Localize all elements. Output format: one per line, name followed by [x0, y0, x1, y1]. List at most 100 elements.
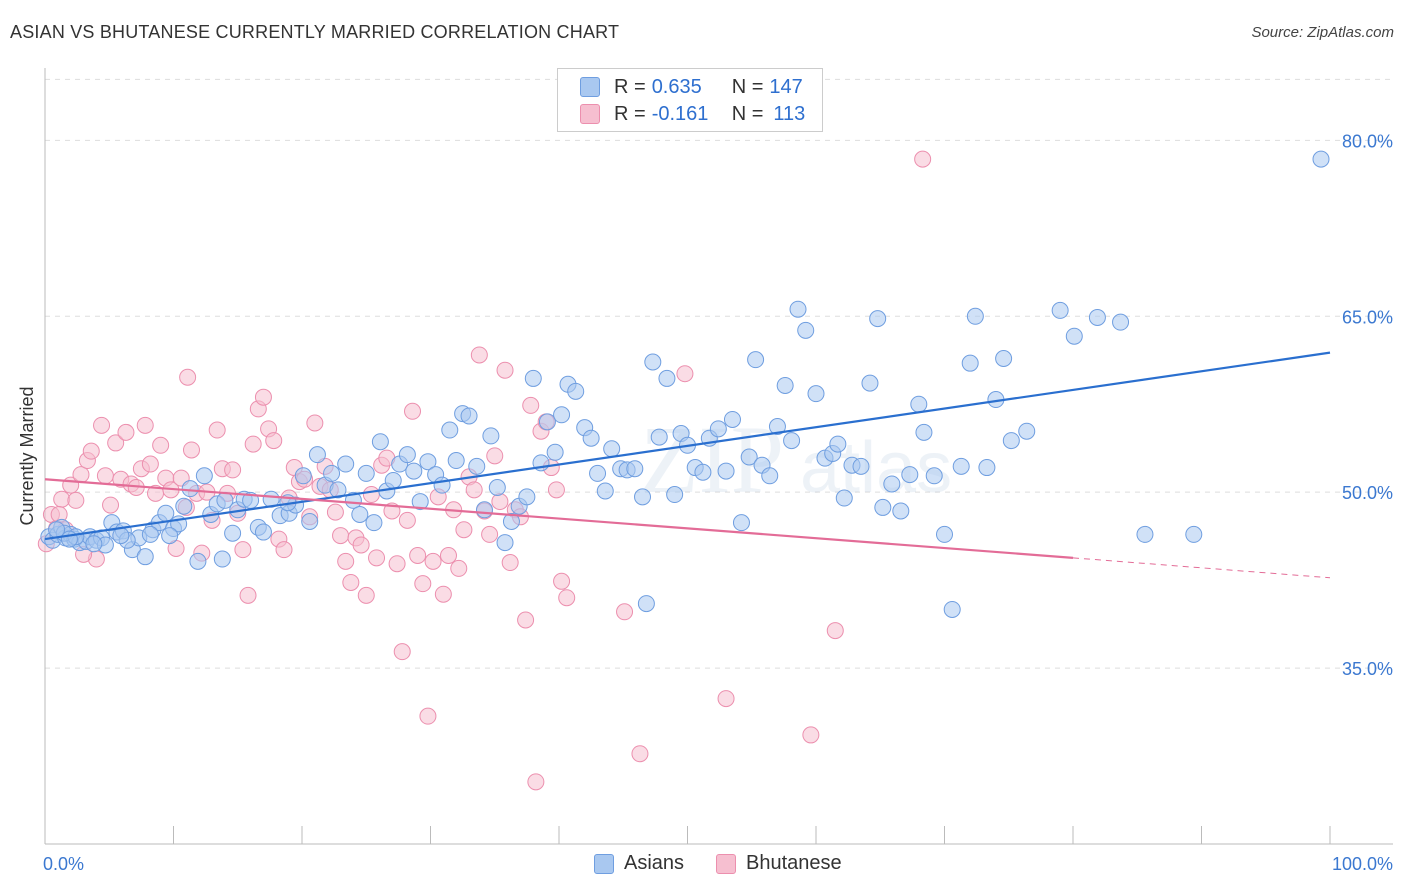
bhutanese-point	[342, 573, 360, 591]
bhutanese-point	[455, 521, 473, 539]
asian-point	[405, 462, 423, 480]
asian-point	[1312, 150, 1330, 168]
asian-point	[789, 300, 807, 318]
asian-point	[496, 534, 514, 552]
bhutanese-point	[398, 511, 416, 529]
bhutanese-point	[501, 554, 519, 572]
bhutanese-point	[152, 436, 170, 454]
bhutanese-point	[96, 467, 114, 485]
bhutanese-point	[558, 589, 576, 607]
bhutanese-n-value: 113	[773, 102, 806, 125]
asian-point	[892, 502, 910, 520]
asian-point	[637, 595, 655, 613]
asian-point	[978, 459, 996, 477]
asian-point	[538, 413, 556, 431]
asian-point	[85, 535, 103, 553]
asian-point	[874, 498, 892, 516]
stats-legend: R = 0.635 N = 147 R = -0.161 N = 113	[557, 68, 823, 132]
bhutanese-point	[179, 368, 197, 386]
bhutanese-point	[409, 547, 427, 565]
bhutanese-trendline	[1072, 557, 1331, 579]
asian-point	[524, 369, 542, 387]
bhutanese-point	[337, 552, 355, 570]
bhutanese-point	[357, 586, 375, 604]
bhutanese-point	[53, 490, 71, 508]
asian-point	[1065, 327, 1083, 345]
bhutanese-point	[414, 575, 432, 593]
bhutanese-points	[37, 150, 932, 791]
asian-point	[60, 530, 78, 548]
bhutanese-point	[254, 388, 272, 406]
watermark: ZIP atlas	[640, 406, 952, 513]
x-tick-label: 100.0%	[1332, 854, 1393, 874]
bhutanese-point	[517, 611, 535, 629]
y-tick-label: 50.0%	[1342, 483, 1393, 503]
bhutanese-point	[72, 466, 90, 484]
bhutanese-point	[522, 396, 540, 414]
asian-point	[717, 462, 735, 480]
asian-point	[398, 446, 416, 464]
asian-point	[294, 467, 312, 485]
bhutanese-point	[419, 707, 437, 725]
asian-point	[694, 463, 712, 481]
asian-point	[411, 493, 429, 511]
asian-point	[195, 467, 213, 485]
bhutanese-point	[93, 416, 111, 434]
bhutanese-point	[470, 346, 488, 364]
asian-point	[943, 600, 961, 618]
asian-point	[441, 421, 459, 439]
watermark-atlas: atlas	[800, 428, 952, 508]
asian-point	[1136, 525, 1154, 543]
asian-point	[807, 385, 825, 403]
asian-point	[1051, 301, 1069, 319]
bhutanese-point	[439, 547, 457, 565]
bhutanese-point	[404, 402, 422, 420]
legend-row-bhutanese: R = -0.161 N = 113	[580, 101, 805, 127]
bhutanese-point	[826, 622, 844, 640]
legend-item-asians[interactable]: Asians	[594, 852, 684, 875]
asian-point	[783, 432, 801, 450]
asian-point	[626, 460, 644, 478]
asian-point	[371, 433, 389, 451]
asian-point	[732, 514, 750, 532]
asian-point	[852, 457, 870, 475]
bhutanese-point	[265, 432, 283, 450]
asian-point	[488, 478, 506, 496]
bhutanese-n-label: N =	[731, 102, 764, 125]
asian-point	[567, 382, 585, 400]
bhutanese-r-value: -0.161	[651, 102, 709, 125]
y-axis-label: Currently Married	[17, 386, 37, 525]
asian-point	[589, 464, 607, 482]
asian-point	[644, 353, 662, 371]
chart-title: ASIAN VS BHUTANESE CURRENTLY MARRIED COR…	[10, 22, 620, 42]
asian-r-value: 0.635	[651, 75, 702, 98]
bhutanese-point	[547, 481, 565, 499]
bhutanese-point	[616, 603, 634, 621]
asian-point	[546, 443, 564, 461]
asian-point	[460, 407, 478, 425]
asian-point	[1112, 313, 1130, 331]
asian-point	[952, 457, 970, 475]
y-tick-label: 65.0%	[1342, 307, 1393, 327]
bhutanese-point	[239, 586, 257, 604]
asian-r-label: R =	[614, 75, 646, 98]
asian-point	[329, 481, 347, 499]
bhutanese-point	[224, 461, 242, 479]
bhutanese-point	[275, 541, 293, 559]
trendlines	[44, 351, 1331, 579]
asian-point	[1185, 525, 1203, 543]
asian-point	[337, 455, 355, 473]
asian-point	[936, 525, 953, 543]
asian-point	[995, 349, 1013, 367]
bhutanese-point	[67, 491, 85, 509]
bhutanese-point	[802, 726, 820, 744]
bhutanese-point	[306, 414, 324, 432]
asian-point	[658, 369, 676, 387]
y-tick-label: 80.0%	[1342, 131, 1393, 151]
asian-point	[161, 527, 179, 545]
bhutanese-point	[208, 421, 226, 439]
bhutanese-point	[914, 150, 932, 168]
asian-trendline	[44, 351, 1331, 541]
legend-item-bhutanese[interactable]: Bhutanese	[716, 852, 842, 875]
